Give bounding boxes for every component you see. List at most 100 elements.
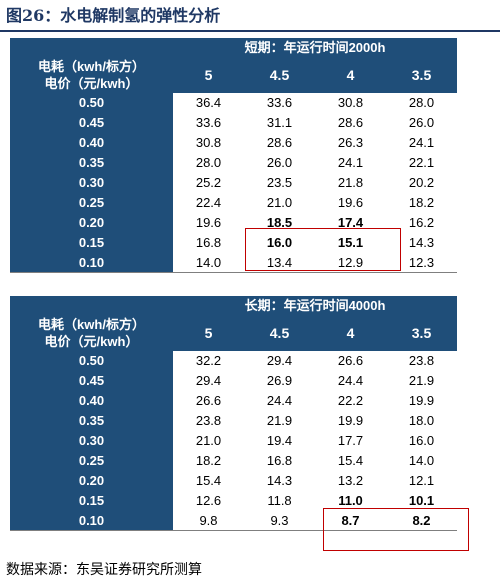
table-row: 0.25 18.2 16.8 15.4 14.0: [10, 451, 457, 471]
price-label: 0.40: [10, 391, 173, 411]
highlight-box-long-term: [323, 508, 469, 551]
cost-cell: 10.1: [386, 491, 457, 511]
cost-cell: 16.2: [386, 213, 457, 233]
table-row: 0.25 22.4 21.0 19.6 18.2: [10, 193, 457, 213]
cost-cell: 28.0: [386, 93, 457, 113]
price-label: 0.30: [10, 173, 173, 193]
table-row: 0.50 36.4 33.6 30.8 28.0: [10, 93, 457, 113]
row-label-line1: 电耗（kwh/标方）: [38, 317, 145, 332]
price-label: 0.45: [10, 113, 173, 133]
highlight-box-short-term: [245, 228, 401, 271]
long-term-title-text: 长期：年运行时间4000h: [244, 298, 386, 313]
price-label: 0.25: [10, 193, 173, 213]
table-row: 0.40 30.8 28.6 26.3 24.1: [10, 133, 457, 153]
cost-cell: 22.4: [173, 193, 244, 213]
cost-cell: 12.6: [173, 491, 244, 511]
price-label: 0.50: [10, 93, 173, 113]
cost-cell: 22.1: [386, 153, 457, 173]
cost-cell: 24.4: [244, 391, 315, 411]
cost-cell: 21.9: [386, 371, 457, 391]
cost-cell: 20.2: [386, 173, 457, 193]
cost-cell: 15.1: [315, 233, 386, 253]
cost-cell: 26.3: [315, 133, 386, 153]
cost-cell: 19.9: [315, 411, 386, 431]
price-label: 0.15: [10, 233, 173, 253]
cost-cell: 29.4: [244, 351, 315, 371]
price-label: 0.10: [10, 253, 173, 272]
cost-cell: 26.6: [315, 351, 386, 371]
cost-cell: 18.0: [386, 411, 457, 431]
column-header-3.5: 3.5: [386, 315, 457, 351]
cost-cell: 11.8: [244, 491, 315, 511]
row-label-line1: 电耗（kwh/标方）: [38, 59, 145, 74]
price-label: 0.15: [10, 491, 173, 511]
table-row: 0.35 28.0 26.0 24.1 22.1: [10, 153, 457, 173]
column-header-5: 5: [173, 57, 244, 93]
price-label: 0.40: [10, 133, 173, 153]
table-row: 0.30 25.2 23.5 21.8 20.2: [10, 173, 457, 193]
table-row: 0.20 15.4 14.3 13.2 12.1: [10, 471, 457, 491]
column-header-4: 4: [315, 315, 386, 351]
cost-cell: 33.6: [244, 93, 315, 113]
cost-cell: 16.0: [244, 233, 315, 253]
table-row: 0.45 33.6 31.1 28.6 26.0: [10, 113, 457, 133]
cost-cell: 23.5: [244, 173, 315, 193]
cost-cell: 19.4: [244, 431, 315, 451]
cost-cell: 19.6: [173, 213, 244, 233]
column-header-4.5: 4.5: [244, 315, 315, 351]
cost-cell: 8.2: [386, 511, 457, 530]
cost-cell: 28.6: [244, 133, 315, 153]
cost-cell: 18.2: [386, 193, 457, 213]
cost-cell: 19.6: [315, 193, 386, 213]
column-header-4.5: 4.5: [244, 57, 315, 93]
table-row: 0.45 29.4 26.9 24.4 21.9: [10, 371, 457, 391]
price-label: 0.35: [10, 153, 173, 173]
row-label-header: 电耗（kwh/标方） 电价（元/kwh）: [10, 57, 173, 93]
cost-cell: 12.1: [386, 471, 457, 491]
cost-cell: 23.8: [386, 351, 457, 371]
cost-cell: 11.0: [315, 491, 386, 511]
cost-cell: 26.0: [386, 113, 457, 133]
cost-cell: 26.6: [173, 391, 244, 411]
cost-cell: 33.6: [173, 113, 244, 133]
cost-cell: 17.7: [315, 431, 386, 451]
cost-cell: 26.0: [244, 153, 315, 173]
price-label: 0.50: [10, 351, 173, 371]
figure-title: 图26：水电解制氢的弹性分析: [6, 6, 221, 25]
price-label: 0.25: [10, 451, 173, 471]
price-label: 0.45: [10, 371, 173, 391]
cost-cell: 23.8: [173, 411, 244, 431]
table-row: 0.15 12.6 11.8 11.0 10.1: [10, 491, 457, 511]
cost-cell: 22.2: [315, 391, 386, 411]
cost-cell: 32.2: [173, 351, 244, 371]
table-row: 0.10 14.0 13.4 12.9 12.3: [10, 253, 457, 273]
title-divider: [0, 30, 500, 32]
cost-cell: 12.3: [386, 253, 457, 272]
row-label-header: 电耗（kwh/标方） 电价（元/kwh）: [10, 315, 173, 351]
cost-cell: 16.8: [173, 233, 244, 253]
cost-cell: 30.8: [173, 133, 244, 153]
long-term-column-header-row: 电耗（kwh/标方） 电价（元/kwh） 5 4.5 4 3.5: [10, 315, 457, 351]
cost-cell: 13.4: [244, 253, 315, 272]
cost-cell: 16.0: [386, 431, 457, 451]
cost-cell: 8.7: [315, 511, 386, 530]
source-note: 数据来源：东吴证券研究所测算: [6, 562, 202, 578]
cost-cell: 26.9: [244, 371, 315, 391]
cost-cell: 21.9: [244, 411, 315, 431]
cost-cell: 21.0: [173, 431, 244, 451]
cost-cell: 36.4: [173, 93, 244, 113]
price-label: 0.10: [10, 511, 173, 530]
table-row: 0.30 21.0 19.4 17.7 16.0: [10, 431, 457, 451]
cost-cell: 29.4: [173, 371, 244, 391]
table-row: 0.35 23.8 21.9 19.9 18.0: [10, 411, 457, 431]
cost-cell: 9.8: [173, 511, 244, 530]
cost-cell: 21.8: [315, 173, 386, 193]
price-label: 0.20: [10, 213, 173, 233]
table-row: 0.40 26.6 24.4 22.2 19.9: [10, 391, 457, 411]
column-header-5: 5: [173, 315, 244, 351]
short-term-column-header-row: 电耗（kwh/标方） 电价（元/kwh） 5 4.5 4 3.5: [10, 57, 457, 93]
cost-cell: 24.4: [315, 371, 386, 391]
table-row: 0.50 32.2 29.4 26.6 23.8: [10, 351, 457, 371]
price-label: 0.30: [10, 431, 173, 451]
short-term-table: 短期：年运行时间2000h 电耗（kwh/标方） 电价（元/kwh） 5 4.5…: [10, 38, 457, 273]
